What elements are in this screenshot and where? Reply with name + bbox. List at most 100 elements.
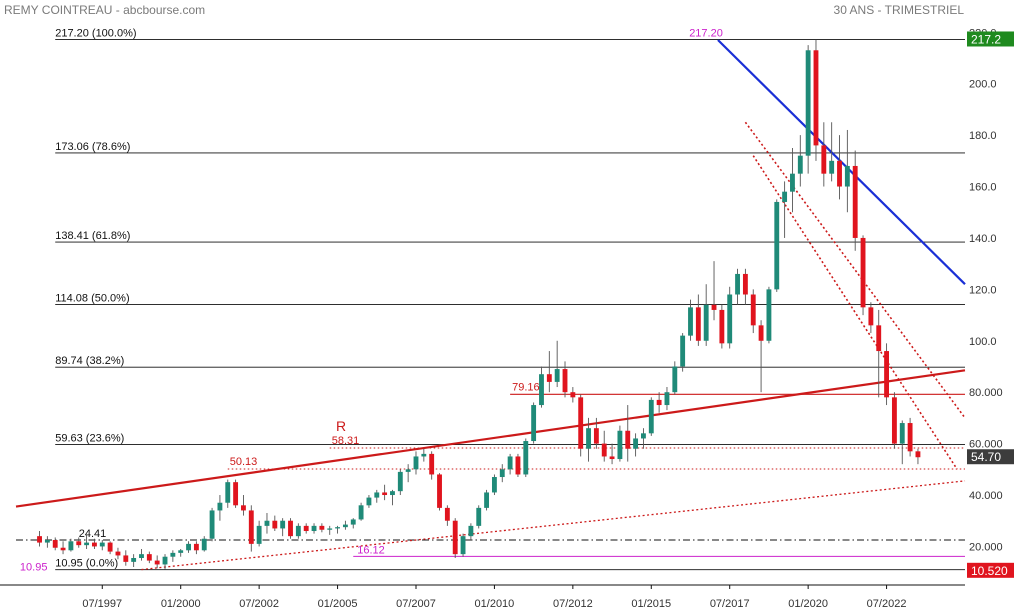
- candle: [178, 549, 184, 557]
- candle-body: [915, 451, 921, 458]
- y-tick-label: 120.0: [969, 284, 997, 296]
- candle-body: [99, 542, 105, 547]
- x-tick-label: 07/2007: [396, 598, 436, 610]
- candle-body: [593, 428, 599, 444]
- candle-body: [703, 304, 709, 341]
- candle-body: [891, 397, 897, 444]
- candle-body: [876, 325, 882, 352]
- candle: [531, 402, 537, 444]
- annotations: 217.20 (100.0%) 173.06 (78.6%) 138.41 (61.…: [20, 27, 1014, 578]
- y-tick-label: 80.000: [969, 387, 1003, 399]
- candle-body: [241, 505, 246, 511]
- candle-body: [186, 543, 191, 551]
- candle: [350, 518, 356, 529]
- candle-body: [625, 430, 631, 449]
- candle-body: [672, 366, 678, 393]
- bottom-price-badge-box: [967, 562, 1014, 578]
- candle-body: [335, 527, 340, 529]
- candle-body: [382, 492, 388, 496]
- candle-body: [131, 558, 137, 562]
- candle: [813, 39, 819, 161]
- candle-body: [146, 554, 152, 561]
- candle: [554, 340, 560, 388]
- candle: [782, 181, 788, 238]
- candle: [593, 417, 599, 449]
- candle-body: [499, 469, 505, 478]
- all-time-high-label: 217.20: [689, 27, 723, 39]
- top-price-badge-text: 217.2: [971, 32, 1001, 46]
- candle: [217, 495, 223, 521]
- candle-body: [680, 335, 686, 367]
- candle: [578, 394, 584, 457]
- candle-body: [374, 492, 380, 498]
- candle: [397, 469, 403, 496]
- candle: [766, 286, 772, 344]
- candle: [891, 392, 897, 449]
- candle-body: [272, 520, 278, 529]
- candle: [60, 541, 66, 555]
- candle-body: [766, 289, 772, 341]
- price-levels: [16, 39, 965, 571]
- candle: [664, 387, 670, 411]
- candle-body: [303, 525, 309, 532]
- candle-body: [37, 536, 42, 543]
- candle: [288, 518, 293, 539]
- candle: [146, 551, 152, 564]
- x-tick-label: 07/2002: [239, 598, 279, 610]
- candle-body: [844, 165, 850, 187]
- support-level-label: 50.13: [230, 456, 258, 468]
- candle-body: [735, 273, 740, 295]
- top-price-badge-box: [967, 31, 1014, 47]
- candle: [68, 538, 74, 552]
- candle: [609, 443, 615, 465]
- candle-body: [460, 536, 466, 555]
- candle-body: [852, 165, 858, 238]
- last-price-badge-box: [967, 449, 1014, 465]
- candle: [44, 536, 50, 548]
- chart-title: REMY COINTREAU - abcbourse.com: [4, 3, 205, 17]
- bottom-price-badge-text: 10.520: [971, 564, 1008, 578]
- candle: [821, 122, 827, 187]
- candle: [719, 304, 725, 349]
- candle: [703, 284, 709, 346]
- candle: [139, 549, 144, 561]
- candle: [884, 343, 890, 406]
- candle-body: [468, 525, 474, 537]
- candle-body: [531, 405, 537, 442]
- candle: [499, 464, 505, 483]
- candle-body: [562, 369, 568, 393]
- candle: [774, 199, 780, 292]
- candle: [99, 540, 105, 551]
- candle: [742, 268, 748, 305]
- candle-body: [633, 438, 639, 449]
- candle: [695, 294, 701, 346]
- candle: [421, 448, 427, 462]
- axes: 20.000 40.000 60.000 80.000 100.0 120.0 140.0 1…: [0, 27, 1003, 610]
- candle: [837, 135, 842, 200]
- candle-body: [758, 325, 764, 341]
- candle-body: [342, 524, 348, 528]
- all-time-low-label: 10.95: [20, 562, 48, 574]
- support-level-label: 58.31: [332, 435, 360, 447]
- fib-level-label: 59.63 (23.6%): [55, 433, 124, 445]
- y-tick-label: 180.0: [969, 130, 997, 142]
- candle: [672, 361, 678, 395]
- fib-level-label: 138.41 (61.8%): [55, 230, 130, 242]
- candle: [429, 451, 435, 480]
- candle: [711, 261, 717, 321]
- candle-body: [405, 469, 411, 472]
- candle-body: [899, 423, 905, 444]
- candle-body: [507, 456, 513, 470]
- candle-body: [327, 528, 333, 530]
- candle: [641, 428, 646, 449]
- candle: [319, 523, 325, 533]
- candle-body: [319, 525, 325, 530]
- candle: [546, 351, 552, 393]
- candle: [37, 531, 42, 547]
- candle-body: [154, 560, 160, 565]
- candle: [790, 147, 795, 213]
- candle-body: [617, 430, 623, 460]
- candle-body: [107, 542, 113, 552]
